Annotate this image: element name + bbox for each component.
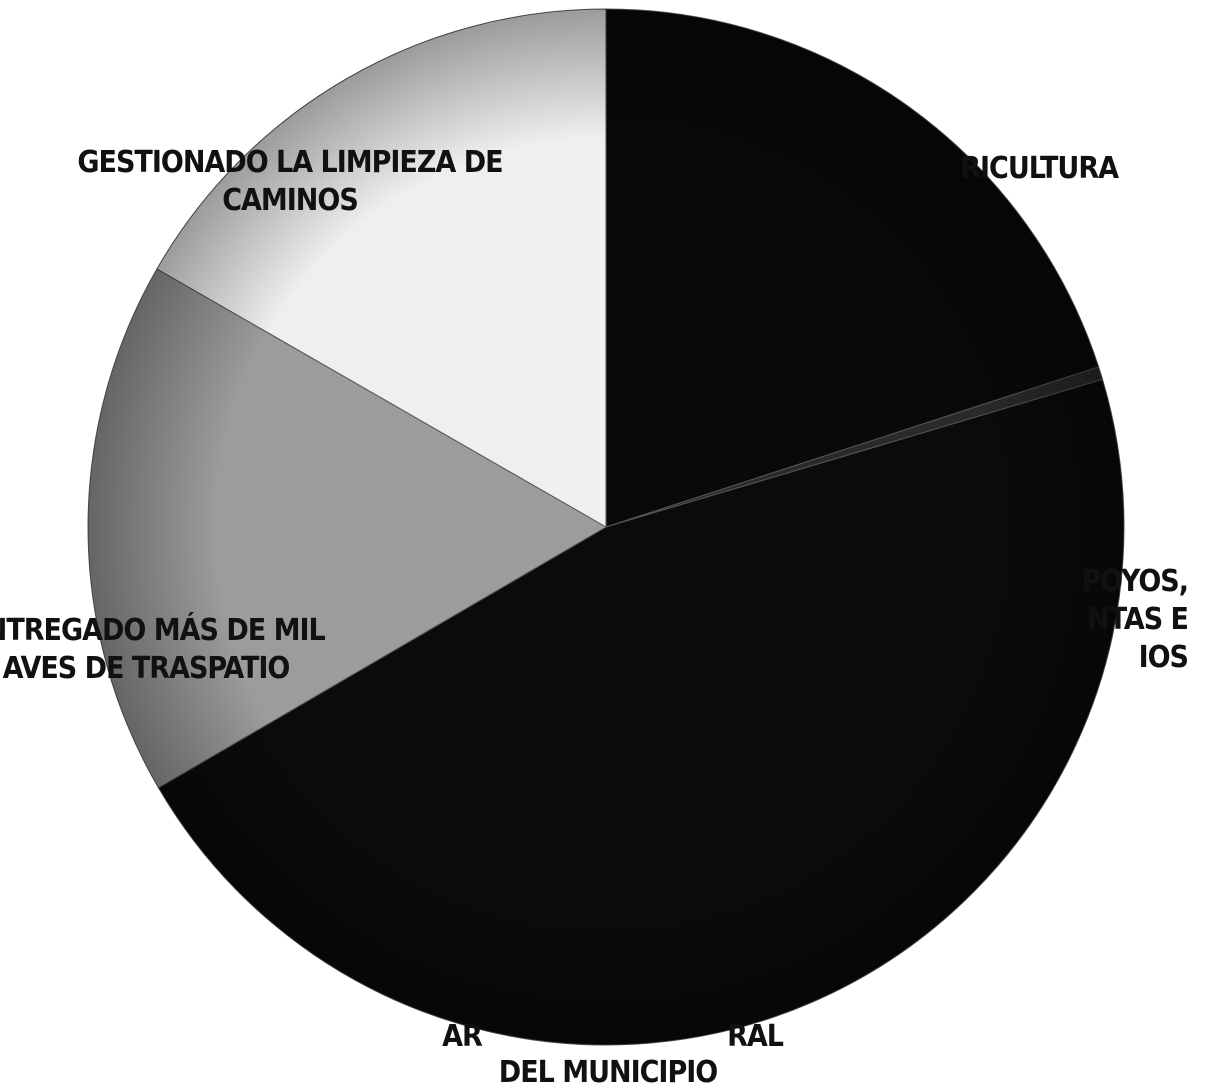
slice-label-line: GESTIONADO LA LIMPIEZA DE — [77, 145, 502, 180]
slice-label-line: AVES DE TRASPATIO — [3, 651, 290, 686]
slice-label-line: ENTREGADO MÁS DE MIL — [0, 612, 325, 648]
slice-label-line: RICULTURA — [960, 151, 1119, 186]
slice-label-line: POYOS, — [1081, 564, 1188, 599]
slice-label-line: NTAS E — [1087, 602, 1188, 637]
slice-label-4: ENTREGADO MÁS DE MIL AVES DE TRASPATIO — [0, 612, 325, 686]
slice-label-line: AR — [442, 1019, 483, 1054]
slice-label-line: RAL — [727, 1019, 784, 1054]
slice-label-5: GESTIONADO LA LIMPIEZA DE CAMINOS — [77, 145, 502, 218]
slice-label-2: POYOS, NTAS E IOS — [1081, 564, 1188, 675]
slice-label-3: AR RAL DEL MUNICIPIO — [442, 1019, 784, 1089]
slice-label-1: RICULTURA — [960, 151, 1119, 186]
slice-label-line: CAMINOS — [222, 183, 358, 218]
slice-label-line: DEL MUNICIPIO — [499, 1055, 717, 1089]
slice-label-line: IOS — [1139, 640, 1188, 675]
pie-labels: RICULTURA POYOS, NTAS E IOS AR RAL DEL MUNICIP… — [0, 145, 1189, 1089]
